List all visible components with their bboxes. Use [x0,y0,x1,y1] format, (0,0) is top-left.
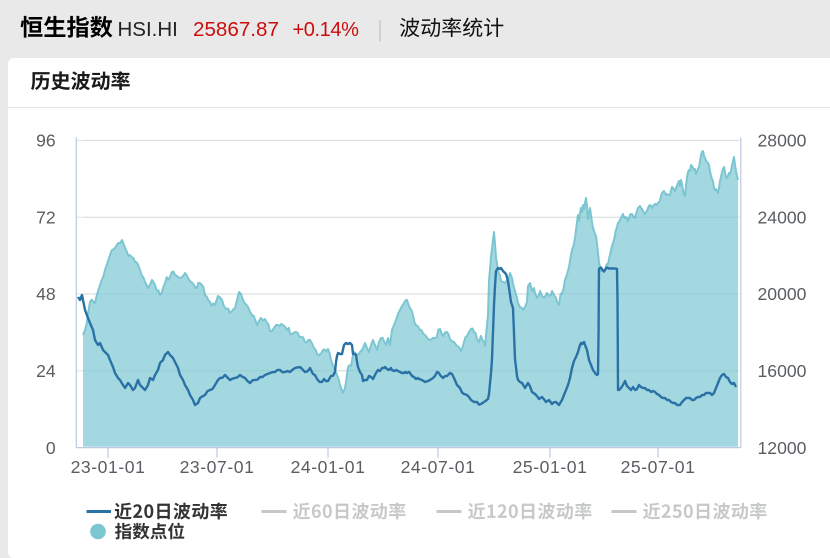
svg-text:24000: 24000 [758,207,807,227]
svg-text:HSI.HI: HSI.HI [118,18,178,41]
svg-text:48: 48 [36,284,56,304]
svg-text:25-07-01: 25-07-01 [621,457,696,477]
svg-text:+0.14%: +0.14% [293,19,360,41]
svg-text:24-07-01: 24-07-01 [401,457,476,477]
svg-text:24-01-01: 24-01-01 [291,457,366,477]
svg-text:23-07-01: 23-07-01 [180,457,255,477]
svg-text:23-01-01: 23-01-01 [71,457,146,477]
svg-text:28000: 28000 [758,131,807,151]
svg-text:25-01-01: 25-01-01 [513,457,588,477]
svg-text:20000: 20000 [758,284,807,304]
svg-text:16000: 16000 [758,361,807,381]
svg-text:0: 0 [46,438,56,458]
svg-text:96: 96 [36,131,56,151]
svg-text:72: 72 [36,207,56,227]
svg-text:24: 24 [36,361,56,381]
svg-text:12000: 12000 [758,438,807,458]
svg-text:25867.87: 25867.87 [193,18,279,41]
